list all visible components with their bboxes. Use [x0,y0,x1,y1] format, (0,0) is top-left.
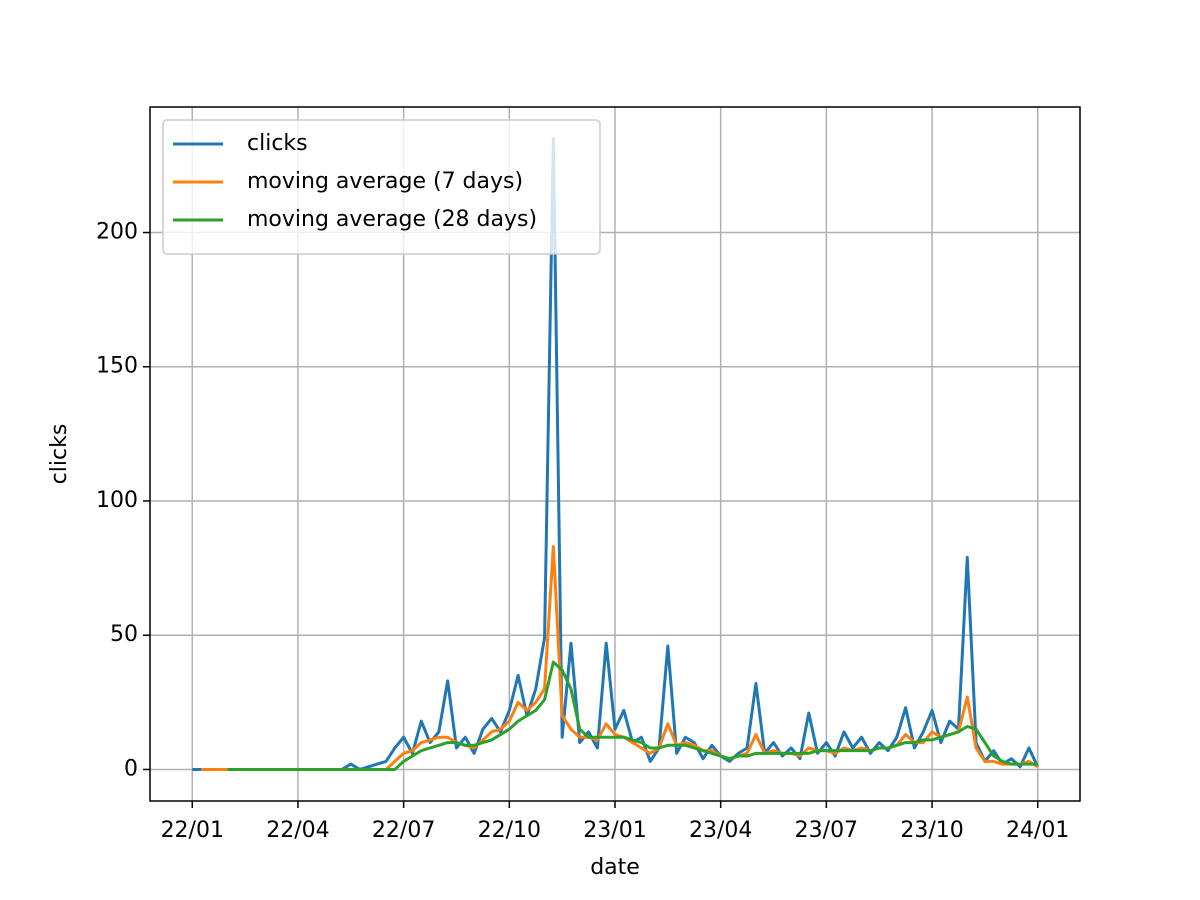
y-tick-label: 200 [96,220,138,245]
x-tick-label: 23/04 [689,818,752,843]
x-tick-label: 22/01 [161,818,224,843]
y-tick-label: 50 [110,622,138,647]
legend-box [162,119,601,255]
x-tick-label: 22/04 [266,818,329,843]
x-tick-label: 22/10 [478,818,541,843]
series-line [227,660,1038,771]
legend-label: moving average (28 days) [247,207,537,232]
x-tick-label: 23/10 [900,818,963,843]
y-axis-label: clicks [47,424,72,485]
legend-label: moving average (7 days) [247,169,523,194]
y-tick-label: 0 [124,756,138,781]
y-tick-label: 100 [96,488,138,513]
x-tick-label: 22/07 [372,818,435,843]
x-axis-label: date [590,855,640,880]
y-tick-label: 150 [96,354,138,379]
x-tick-label: 23/07 [795,818,858,843]
plot-frame [149,106,1081,802]
x-tick-label: 23/01 [583,818,646,843]
legend: clicks moving average (7 days) moving aver… [162,119,601,255]
x-tick-label: 24/01 [1006,818,1069,843]
legend-label: clicks [247,131,308,156]
